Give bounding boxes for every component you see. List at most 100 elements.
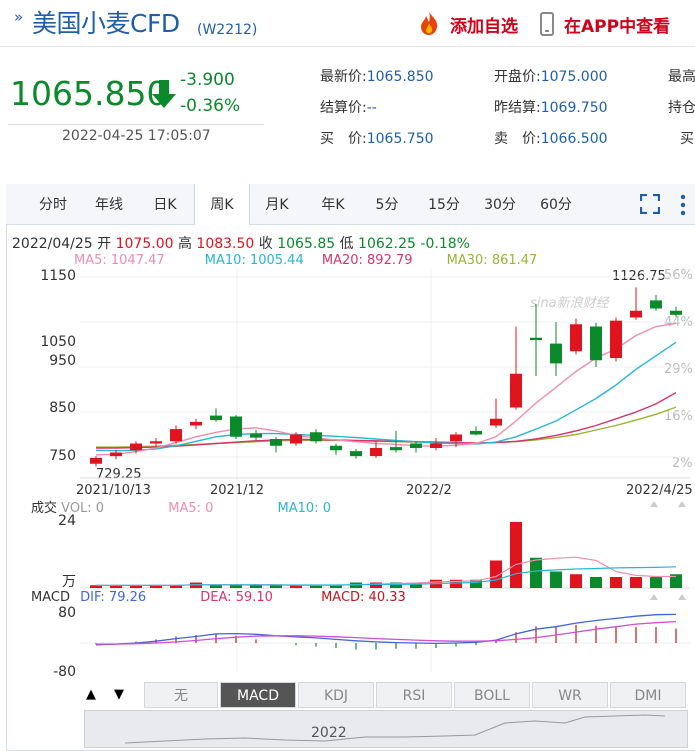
dif-line	[95, 613, 677, 646]
macd-y-tick: -80	[53, 664, 76, 680]
tab-15min[interactable]: 15分	[428, 197, 460, 213]
ma5-legend: MA5: 1047.47	[74, 253, 165, 268]
range-navigator[interactable]: 2022	[84, 710, 688, 748]
candle-body	[270, 439, 282, 446]
tab-60min[interactable]: 60分	[540, 197, 572, 213]
x-tick: 2021/10/13	[76, 483, 151, 498]
candle-body	[310, 432, 322, 442]
tab-year-line[interactable]: 年线	[95, 197, 123, 213]
volume-bar	[530, 557, 542, 588]
volume-bar	[630, 577, 642, 588]
pct-tick: 29%	[664, 362, 693, 377]
ohlc-summary: 2022/04/25 开 1075.00 高 1083.50 收 1065.85…	[12, 236, 470, 252]
x-tick: 2022/2	[406, 483, 452, 498]
volume-bar	[130, 585, 142, 588]
volume-bar	[210, 585, 222, 588]
tab-monthly-k[interactable]: 月K	[265, 197, 289, 213]
dea-line	[96, 620, 677, 645]
navigator-sparkline	[124, 714, 666, 744]
ma30-legend: MA30: 861.47	[446, 253, 538, 268]
view-in-app-link[interactable]: 在APP中查看	[564, 17, 671, 37]
ma20-legend: MA20: 892.79	[321, 253, 413, 268]
indicator-tab-none[interactable]: 无	[144, 682, 218, 708]
candle-body	[450, 434, 462, 442]
candle-body	[510, 373, 522, 408]
candle-body	[110, 452, 122, 457]
volume-bar	[110, 585, 122, 588]
candle-body	[410, 443, 422, 448]
macd-legend: MACD DIF: 79.26 DEA: 59.10 MACD: 40.33	[31, 590, 406, 605]
candle-body	[570, 324, 582, 352]
indicator-tab-rsi[interactable]: RSI	[376, 682, 452, 708]
y-tick: 850	[49, 400, 76, 416]
volume-y-tick: 24	[58, 513, 76, 529]
quote-field: 持仓	[668, 100, 695, 116]
volume-bar	[90, 585, 102, 588]
volume-bar	[250, 585, 262, 588]
indicator-tab-wr[interactable]: WR	[532, 682, 608, 708]
scroll-triangle-icon	[650, 594, 658, 600]
quote-field: 买	[680, 131, 694, 147]
indicator-tab-macd[interactable]: MACD	[220, 682, 296, 708]
ma5-line	[95, 322, 677, 456]
tab-30min[interactable]: 30分	[484, 197, 516, 213]
candle-body	[530, 337, 542, 340]
period-tabs: 分时 年线 日K 周K 月K 年K 5分 15分 30分 60分	[6, 184, 695, 225]
volume-bar	[590, 577, 602, 588]
candle-body	[330, 445, 342, 451]
indicator-tab-boll[interactable]: BOLL	[454, 682, 530, 708]
candle-body	[190, 421, 202, 426]
page-title: 美国小麦CFD	[32, 9, 180, 38]
tab-5min[interactable]: 5分	[375, 197, 399, 213]
indicator-tabs: ▲ ▼ 无 MACD KDJ RSI BOLL WR DMI	[76, 682, 695, 710]
scroll-triangle-icon	[650, 501, 658, 507]
candle-body	[430, 443, 442, 448]
quote-field: 卖 价:1066.500	[494, 131, 608, 147]
add-watchlist-link[interactable]: 添加自选	[450, 17, 518, 37]
tab-yearly-k[interactable]: 年K	[321, 197, 345, 213]
quote-field: 最高	[668, 69, 695, 85]
scroll-down-button[interactable]: ▼	[114, 687, 124, 702]
candle-body	[250, 433, 262, 438]
macd-y-tick: 80	[58, 605, 76, 621]
volume-bar	[450, 579, 462, 588]
candle-body	[490, 418, 502, 426]
tab-daily-k[interactable]: 日K	[153, 197, 177, 213]
volume-bar	[550, 571, 562, 588]
volume-unit: 万	[62, 574, 76, 590]
candle-body	[390, 447, 402, 451]
volume-bar	[150, 585, 162, 588]
candle-body	[350, 451, 362, 457]
volume-bar	[490, 560, 502, 588]
indicator-tab-kdj[interactable]: KDJ	[298, 682, 374, 708]
ma20-line	[96, 391, 677, 449]
title-bar	[0, 0, 695, 47]
scroll-up-button[interactable]: ▲	[86, 687, 96, 702]
candle-body	[230, 416, 242, 437]
ma10-line	[95, 341, 677, 452]
indicator-tab-dmi[interactable]: DMI	[610, 682, 686, 708]
down-arrow-icon	[152, 80, 176, 108]
phone-icon[interactable]	[540, 12, 554, 36]
candle-body	[150, 441, 162, 444]
volume-legend: 成交 VOL: 0 MA5: 0 MA10: 0	[31, 501, 331, 516]
candle-body	[370, 448, 382, 457]
tab-weekly-k[interactable]: 周K	[194, 184, 250, 225]
more-icon[interactable]	[680, 194, 686, 216]
y-tick: 1150	[40, 268, 76, 284]
y-tick: 950	[49, 353, 76, 369]
candle-body	[650, 300, 662, 309]
volume-bar	[310, 585, 322, 588]
tab-intraday[interactable]: 分时	[39, 197, 67, 213]
quote-field: 结算价:--	[320, 100, 377, 116]
pct-tick: 2%	[672, 456, 693, 471]
candle-body	[590, 326, 602, 361]
fullscreen-icon[interactable]	[640, 194, 660, 214]
candle-body	[630, 310, 642, 318]
fire-icon[interactable]	[418, 10, 440, 36]
scroll-triangle-icon	[678, 501, 686, 507]
quote-field: 买 价:1065.750	[320, 131, 434, 147]
navigator-year-label: 2022	[311, 725, 347, 741]
pct-tick: 16%	[664, 409, 693, 424]
